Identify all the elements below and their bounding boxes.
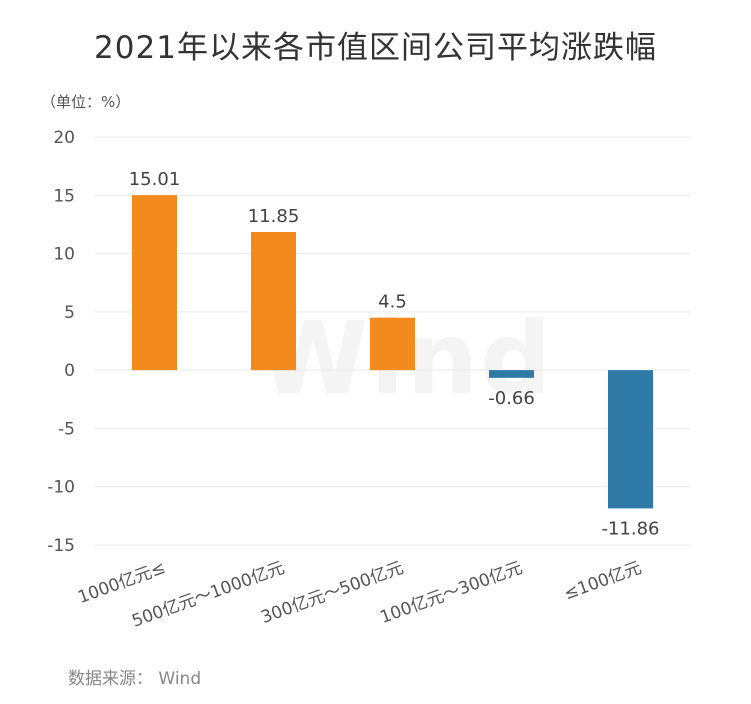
y-tick-label: 20 <box>53 128 75 148</box>
y-tick-label: -15 <box>47 536 75 556</box>
y-tick-label: 10 <box>53 245 75 265</box>
category-label: 1000亿元≤ <box>75 558 168 608</box>
y-tick-label: 15 <box>53 186 75 206</box>
bar <box>608 370 653 509</box>
data-label: 11.85 <box>248 206 300 227</box>
y-tick-label: 0 <box>64 361 75 381</box>
data-source: 数据来源： Wind <box>68 669 202 689</box>
chart-title: 2021年以来各市值区间公司平均涨跌幅 <box>94 30 657 66</box>
bar <box>251 232 296 371</box>
y-tick-label: 5 <box>64 303 75 323</box>
data-label: 15.01 <box>129 169 181 190</box>
category-label: ≤100亿元 <box>562 558 645 604</box>
bar <box>132 195 177 371</box>
bar <box>489 370 534 378</box>
data-label: 4.5 <box>378 292 407 313</box>
data-label: -0.66 <box>488 388 535 409</box>
unit-label: （单位：%） <box>41 93 131 111</box>
y-tick-label: -5 <box>58 419 75 439</box>
data-label: -11.86 <box>601 518 659 539</box>
y-tick-label: -10 <box>47 478 75 498</box>
bar <box>370 317 415 371</box>
